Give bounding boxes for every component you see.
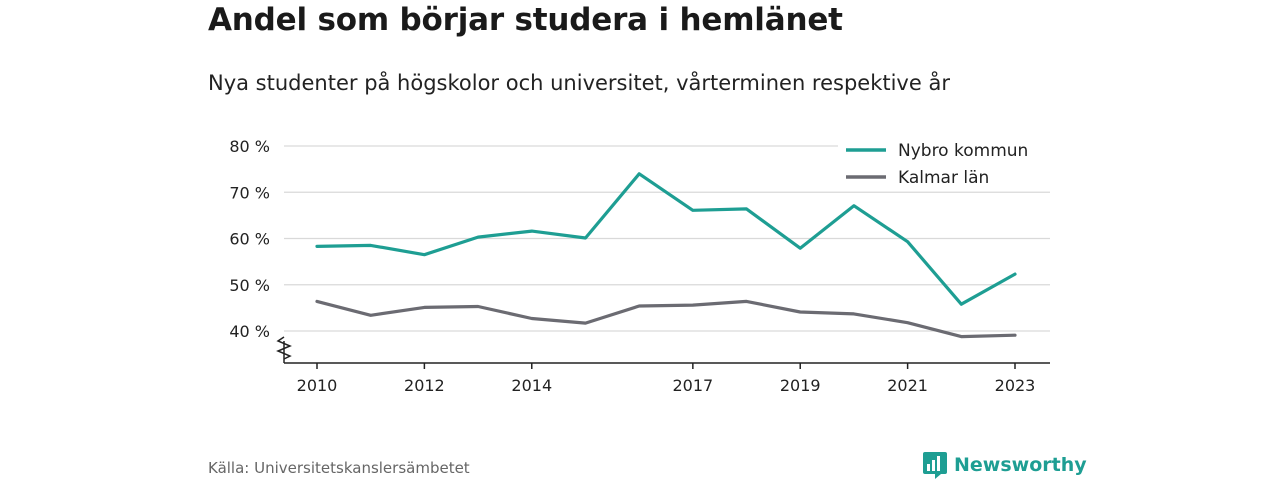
y-tick-label: 80 % [229,137,270,156]
chart-subtitle: Nya studenter på högskolor och universit… [208,71,950,95]
y-tick-label: 50 % [229,276,270,295]
newsworthy-logo: Newsworthy [922,451,1087,479]
x-tick-label: 2012 [404,376,445,395]
x-tick-label: 2019 [780,376,821,395]
axis-break-icon [276,336,292,360]
legend-label: Nybro kommun [898,141,1028,161]
chart-title: Andel som börjar studera i hemlänet [208,2,843,38]
y-tick-label: 70 % [229,183,270,202]
x-tick-label: 2014 [511,376,552,395]
brand-name: Newsworthy [954,454,1087,476]
y-tick-label: 40 % [229,322,270,341]
legend-background [838,133,1050,191]
x-tick-label: 2023 [995,376,1036,395]
y-tick-label: 60 % [229,230,270,249]
x-tick-label: 2017 [672,376,713,395]
series-line [315,172,1017,306]
source-note: Källa: Universitetskanslersämbetet [208,459,470,477]
x-tick-label: 2010 [297,376,338,395]
x-tick-label: 2021 [887,376,928,395]
bar-chart-speech-bubble-icon [923,452,947,479]
legend-label: Kalmar län [898,168,989,188]
series-line [315,299,1017,339]
